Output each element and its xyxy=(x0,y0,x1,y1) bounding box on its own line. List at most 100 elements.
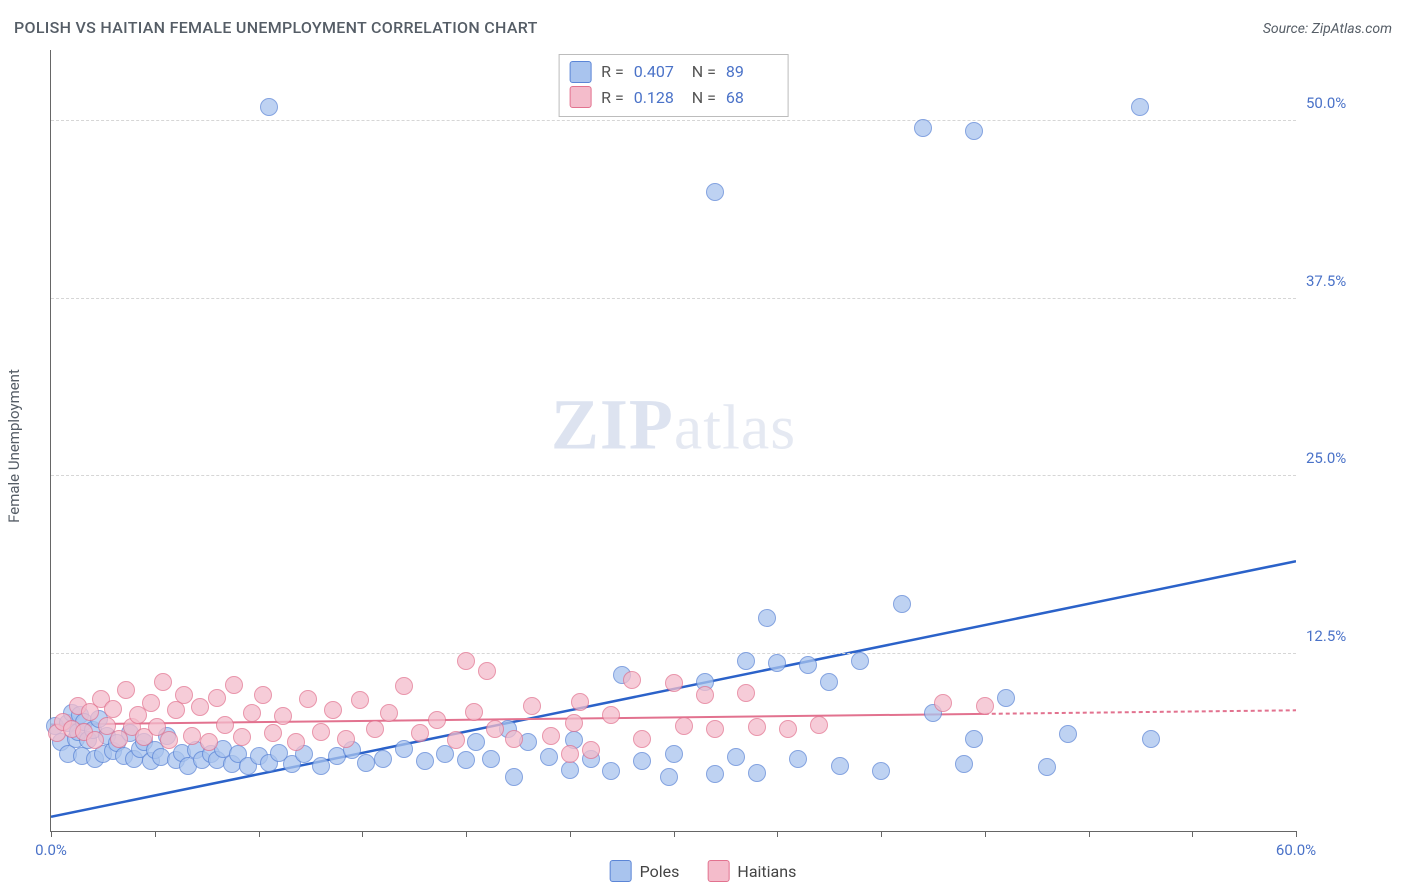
legend-label: Poles xyxy=(640,862,680,881)
scatter-point xyxy=(893,595,911,613)
scatter-point xyxy=(357,754,375,772)
scatter-point xyxy=(324,701,342,719)
chart-title: POLISH VS HAITIAN FEMALE UNEMPLOYMENT CO… xyxy=(14,18,538,37)
scatter-point xyxy=(395,677,413,695)
scatter-point xyxy=(411,724,429,742)
scatter-point xyxy=(104,700,122,718)
scatter-point xyxy=(737,652,755,670)
scatter-point xyxy=(274,707,292,725)
scatter-point xyxy=(380,704,398,722)
scatter-point xyxy=(758,609,776,627)
scatter-point xyxy=(312,723,330,741)
x-tick-mark xyxy=(362,831,363,837)
scatter-point xyxy=(633,752,651,770)
scatter-point xyxy=(117,681,135,699)
scatter-point xyxy=(287,733,305,751)
scatter-point xyxy=(542,727,560,745)
scatter-point xyxy=(254,686,272,704)
scatter-point xyxy=(706,720,724,738)
scatter-point xyxy=(1059,725,1077,743)
scatter-point xyxy=(1142,730,1160,748)
title-bar: POLISH VS HAITIAN FEMALE UNEMPLOYMENT CO… xyxy=(14,18,1392,37)
scatter-point xyxy=(351,691,369,709)
scatter-point xyxy=(997,689,1015,707)
scatter-point xyxy=(565,714,583,732)
x-tick-label: 0.0% xyxy=(35,841,67,859)
scatter-point xyxy=(243,704,261,722)
scatter-point xyxy=(914,119,932,137)
scatter-point xyxy=(167,701,185,719)
scatter-point xyxy=(633,730,651,748)
scatter-point xyxy=(505,730,523,748)
scatter-point xyxy=(154,673,172,691)
scatter-point xyxy=(727,748,745,766)
scatter-point xyxy=(191,698,209,716)
scatter-point xyxy=(976,697,994,715)
x-tick-mark xyxy=(51,831,52,837)
legend-item: Haitians xyxy=(707,860,796,882)
scatter-point xyxy=(457,652,475,670)
x-tick-label: 60.0% xyxy=(1276,841,1316,859)
scatter-point xyxy=(175,686,193,704)
scatter-point xyxy=(260,98,278,116)
gridline xyxy=(51,653,1296,654)
scatter-point xyxy=(416,752,434,770)
scatter-point xyxy=(789,750,807,768)
scatter-point xyxy=(768,654,786,672)
scatter-point xyxy=(208,689,226,707)
legend-label: Haitians xyxy=(737,862,796,881)
y-tick-label: 37.5% xyxy=(1306,272,1396,290)
scatter-point xyxy=(142,694,160,712)
scatter-point xyxy=(478,662,496,680)
scatter-point xyxy=(737,684,755,702)
scatter-point xyxy=(571,693,589,711)
scatter-point xyxy=(467,733,485,751)
scatter-point xyxy=(665,674,683,692)
series-swatch xyxy=(569,86,591,108)
scatter-point xyxy=(623,671,641,689)
scatter-point xyxy=(505,768,523,786)
x-tick-mark xyxy=(881,831,882,837)
scatter-point xyxy=(482,750,500,768)
scatter-point xyxy=(748,764,766,782)
scatter-point xyxy=(200,733,218,751)
stats-row: R =0.128N =68 xyxy=(569,85,774,111)
x-tick-mark xyxy=(155,831,156,837)
trend-lines xyxy=(51,50,1296,831)
scatter-point xyxy=(465,703,483,721)
scatter-point xyxy=(86,731,104,749)
y-tick-label: 25.0% xyxy=(1306,449,1396,467)
series-legend: Poles Haitians xyxy=(610,860,797,882)
scatter-point xyxy=(337,730,355,748)
y-tick-label: 12.5% xyxy=(1306,627,1396,645)
scatter-point xyxy=(312,757,330,775)
legend-swatch xyxy=(707,860,729,882)
x-tick-mark xyxy=(259,831,260,837)
scatter-point xyxy=(706,765,724,783)
scatter-point xyxy=(706,183,724,201)
scatter-point xyxy=(831,757,849,775)
scatter-point xyxy=(561,745,579,763)
scatter-point xyxy=(299,690,317,708)
scatter-point xyxy=(233,728,251,746)
scatter-point xyxy=(523,697,541,715)
scatter-point xyxy=(264,724,282,742)
scatter-point xyxy=(582,741,600,759)
scatter-point xyxy=(665,745,683,763)
y-axis-label: Female Unemployment xyxy=(5,369,23,523)
scatter-point xyxy=(457,751,475,769)
plot-area: ZIPatlas R =0.407N =89R =0.128N =68 12.5… xyxy=(50,50,1296,832)
x-tick-mark xyxy=(1192,831,1193,837)
x-tick-mark xyxy=(777,831,778,837)
scatter-point xyxy=(965,122,983,140)
scatter-point xyxy=(602,762,620,780)
scatter-point xyxy=(810,716,828,734)
scatter-point xyxy=(160,731,178,749)
scatter-point xyxy=(675,717,693,735)
scatter-point xyxy=(428,711,446,729)
x-tick-mark xyxy=(570,831,571,837)
scatter-point xyxy=(602,706,620,724)
y-tick-label: 50.0% xyxy=(1306,94,1396,112)
scatter-point xyxy=(779,720,797,738)
scatter-point xyxy=(486,720,504,738)
